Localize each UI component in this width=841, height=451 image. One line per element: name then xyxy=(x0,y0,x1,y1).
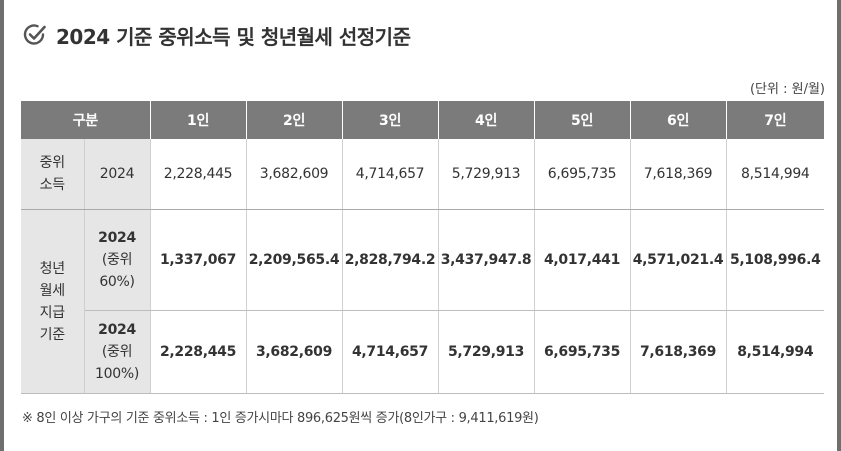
table-cell: 5,729,913 xyxy=(438,310,535,394)
table-cell: 2,228,445 xyxy=(150,310,247,394)
table-cell: 7,618,369 xyxy=(630,139,727,210)
label-line: 60%) xyxy=(99,274,135,290)
table-cell: 3,682,609 xyxy=(246,310,343,394)
label-line: 중위 xyxy=(39,155,65,171)
header-2person: 2인 xyxy=(246,101,343,139)
left-border xyxy=(0,0,4,451)
youth-rent-criteria-label: 청년 월세 지급 기준 xyxy=(21,209,85,394)
label-line: 기준 xyxy=(39,326,65,343)
table-cell: 6,695,735 xyxy=(534,310,631,394)
header-4person: 4인 xyxy=(438,101,535,139)
label-line: 월세 xyxy=(39,282,65,299)
table-header-row: 구분 1인 2인 3인 4인 5인 6인 7인 xyxy=(21,101,825,139)
table-cell: 4,571,021.4 xyxy=(630,209,727,311)
table-cell: 4,714,657 xyxy=(342,310,439,394)
table-cell: 8,514,994 xyxy=(726,310,825,394)
table-cell: 2,228,445 xyxy=(150,139,247,210)
table-cell: 7,618,369 xyxy=(630,310,727,394)
table-cell: 8,514,994 xyxy=(726,139,825,210)
label-line: (중위 xyxy=(101,344,133,360)
median-year-label: 2024 xyxy=(84,139,151,210)
table-cell: 3,437,947.8 xyxy=(438,209,535,311)
table-row: 청년 월세 지급 기준 2024 (중위 60%) 1,337,067 2,20… xyxy=(21,209,825,394)
header-6person: 6인 xyxy=(630,101,727,139)
header-3person: 3인 xyxy=(342,101,439,139)
label-line: 지급 xyxy=(39,304,65,321)
median-100-label: 2024 (중위 100%) xyxy=(84,310,151,394)
header-1person: 1인 xyxy=(150,101,247,139)
header-category: 구분 xyxy=(21,101,151,139)
page-title: 2024 기준 중위소득 및 청년월세 선정기준 xyxy=(56,24,411,49)
table-cell: 3,682,609 xyxy=(246,139,343,210)
median-income-label: 중위 소득 xyxy=(21,139,85,210)
title-row: 2024 기준 중위소득 및 청년월세 선정기준 xyxy=(22,18,411,52)
label-line: 2024 xyxy=(98,322,136,338)
label-line: 100%) xyxy=(95,366,139,382)
label-line: 청년 xyxy=(39,260,65,277)
table-cell: 6,695,735 xyxy=(534,139,631,210)
label-line: (중위 xyxy=(101,252,133,268)
criteria-table: 구분 1인 2인 3인 4인 5인 6인 7인 중위 소득 2024 2,228… xyxy=(21,101,825,394)
median-60-label: 2024 (중위 60%) xyxy=(84,209,151,311)
label-line: 소득 xyxy=(39,177,65,193)
table-cell: 4,714,657 xyxy=(342,139,439,210)
table-cell: 2,828,794.2 xyxy=(342,209,439,311)
check-circle-icon xyxy=(22,22,48,48)
unit-note: (단위 : 원/월) xyxy=(749,82,825,97)
table-cell: 2,209,565.4 xyxy=(246,209,343,311)
table-cell: 4,017,441 xyxy=(534,209,631,311)
header-5person: 5인 xyxy=(534,101,631,139)
footnote: ※ 8인 이상 가구의 기준 중위소득 : 1인 증가시마다 896,625원씩… xyxy=(22,411,539,426)
header-7person: 7인 xyxy=(726,101,825,139)
table-cell: 5,729,913 xyxy=(438,139,535,210)
label-line: 2024 xyxy=(98,230,136,246)
table-row: 중위 소득 2024 2,228,445 3,682,609 4,714,657… xyxy=(21,139,825,210)
table-cell: 5,108,996.4 xyxy=(726,209,825,311)
right-border xyxy=(837,0,841,451)
table-row: 2024 (중위 100%) 2,228,445 3,682,609 4,714… xyxy=(21,310,825,394)
table-cell: 1,337,067 xyxy=(150,209,247,311)
